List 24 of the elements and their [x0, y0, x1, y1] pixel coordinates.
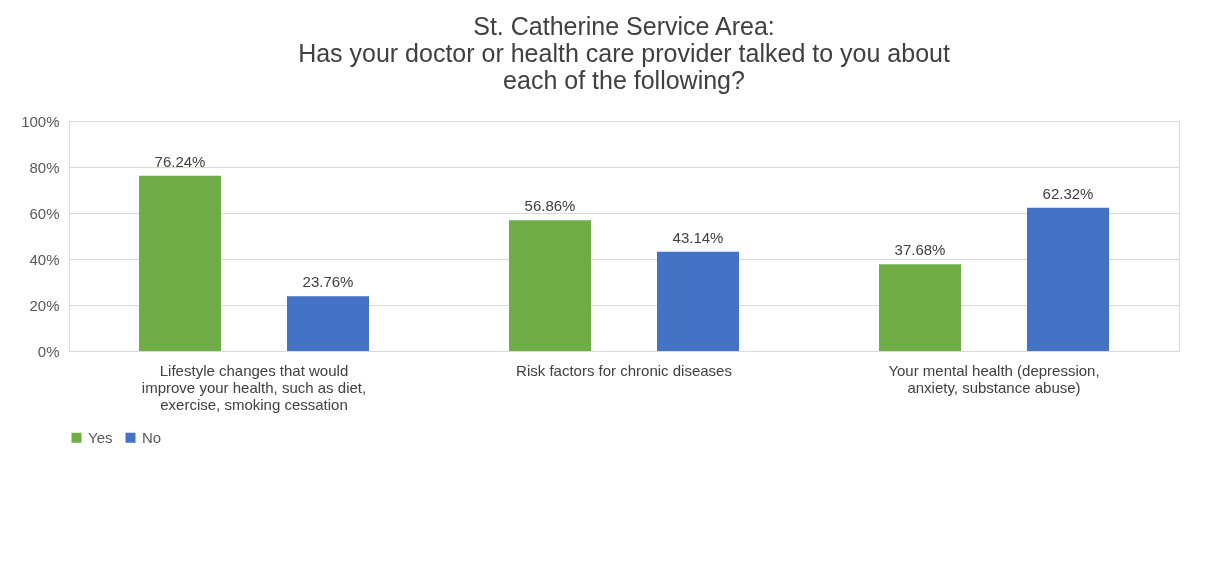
data-label: 62.32%	[1042, 184, 1094, 202]
x-tick-label: Lifestyle changes that would improve your health, such as diet, exercise, smoking cessation	[141, 361, 367, 413]
x-tick-label: Your mental health (depression, anxiety, substance abuse)	[888, 361, 1100, 396]
y-tick-label: 60%	[29, 204, 60, 222]
data-label: 56.86%	[524, 197, 576, 215]
data-label: 76.24%	[154, 152, 206, 170]
chart-title: St. Catherine Service Area: Has your doctor or health care provider talked to you about each of the following?	[298, 12, 950, 94]
y-tick-label: 20%	[29, 296, 60, 314]
y-tick-label: 100%	[21, 112, 60, 130]
y-tick-label: 80%	[29, 158, 60, 176]
legend-label: No	[142, 428, 162, 446]
y-tick-label: 40%	[29, 250, 60, 268]
x-tick-label: Risk factors for chronic diseases	[516, 361, 732, 379]
bar	[879, 264, 961, 351]
bar	[509, 220, 591, 351]
bar	[657, 251, 739, 351]
data-label: 43.14%	[672, 228, 724, 246]
data-label: 37.68%	[894, 241, 946, 259]
data-label: 23.76%	[302, 273, 354, 291]
legend-label: Yes	[88, 428, 113, 446]
bar	[287, 296, 369, 351]
bar	[139, 175, 221, 351]
y-tick-label: 0%	[37, 342, 60, 360]
bar	[1027, 207, 1109, 351]
